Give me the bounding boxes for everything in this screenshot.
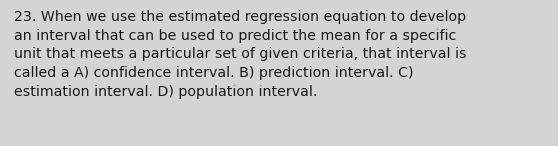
Text: 23. When we use the estimated regression equation to develop
an interval that ca: 23. When we use the estimated regression…	[14, 10, 466, 99]
